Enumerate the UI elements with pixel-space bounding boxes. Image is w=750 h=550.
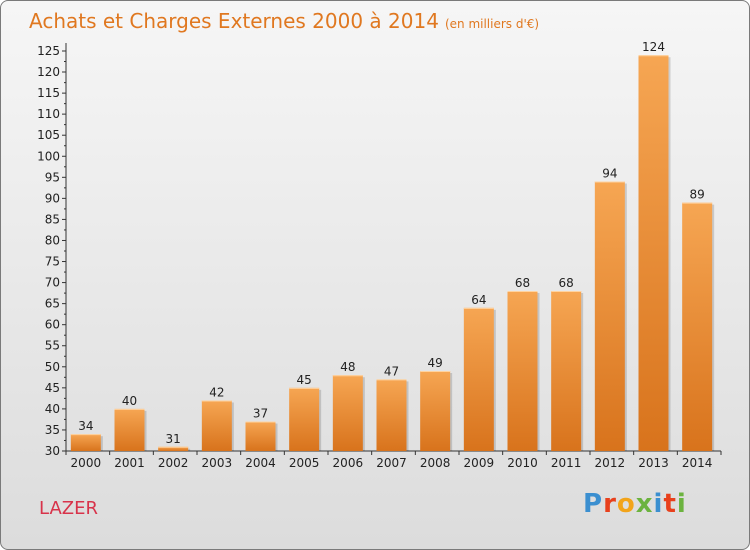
value-label-2003: 42: [209, 385, 224, 399]
value-label-2011: 68: [559, 276, 574, 290]
x-axis: 2000 2001 2002 2003 2004 2005 2006 2007 2008 2009…: [65, 450, 722, 470]
x-tick-label-2012: 2012: [595, 456, 626, 470]
value-label-2001: 40: [122, 394, 137, 408]
bar-2002: [158, 446, 189, 451]
y-tick-label: 125: [37, 44, 60, 58]
x-tick-label-2003: 2003: [202, 456, 233, 470]
y-tick-label: 105: [37, 128, 60, 142]
value-label-2010: 68: [515, 276, 530, 290]
value-label-2007: 47: [384, 364, 399, 378]
logo-letter: r: [603, 489, 617, 519]
value-label-2000: 34: [78, 419, 93, 433]
y-tick-label: 115: [37, 86, 60, 100]
bar-2006: [332, 375, 363, 451]
x-tick-label-2009: 2009: [464, 456, 495, 470]
y-tick-label: 80: [45, 233, 60, 247]
y-tick-label: 90: [45, 191, 60, 205]
value-label-2008: 49: [428, 356, 443, 370]
commune-name: LAZER: [39, 498, 98, 519]
bars: [70, 55, 715, 452]
bar-2011: [551, 291, 582, 451]
x-tick-label-2002: 2002: [158, 456, 189, 470]
value-label-2013: 124: [642, 40, 665, 54]
data-labels: 34 40 31 42 37 45 48 47 49 64 68 68 94 124 89: [78, 40, 705, 446]
bar-2003: [201, 400, 232, 451]
value-label-2012: 94: [602, 167, 617, 181]
bar-2009: [463, 307, 494, 451]
chart-title: Achats et Charges Externes 2000 à 2014 (e…: [29, 9, 539, 33]
x-tick-label-2013: 2013: [638, 456, 669, 470]
value-label-2014: 89: [690, 188, 705, 202]
chart-title-text: Achats et Charges Externes 2000 à 2014: [29, 9, 439, 33]
logo-letter: x: [635, 489, 654, 519]
y-tick-label: 55: [45, 339, 60, 353]
logo-letter: i: [653, 489, 664, 519]
x-tick-label-2005: 2005: [289, 456, 320, 470]
x-tick-label-2014: 2014: [682, 456, 713, 470]
x-tick-label-2011: 2011: [551, 456, 582, 470]
y-axis: 30 35 40 45 50 55 60 65 70 75 80 85 90 95 100 105 110 115…: [37, 43, 67, 458]
bar-2007: [376, 379, 407, 451]
value-label-2009: 64: [471, 293, 486, 307]
x-tick-label-2010: 2010: [507, 456, 538, 470]
bar-2005: [289, 387, 320, 451]
chart-subtitle: (en milliers d'€): [444, 17, 540, 31]
y-tick-label: 85: [45, 212, 60, 226]
bar-2000: [70, 434, 101, 451]
y-tick-label: 45: [45, 381, 60, 395]
logo-letter: t: [663, 489, 677, 519]
y-tick-label: 75: [45, 255, 60, 269]
y-tick-label: 70: [45, 276, 60, 290]
value-label-2004: 37: [253, 407, 268, 421]
x-tick-label-2001: 2001: [114, 456, 145, 470]
x-tick-label-2008: 2008: [420, 456, 451, 470]
y-tick-label: 35: [45, 423, 60, 437]
x-tick-label-2000: 2000: [71, 456, 102, 470]
y-tick-label: 100: [37, 149, 60, 163]
y-tick-label: 30: [45, 444, 60, 458]
y-tick-label: 65: [45, 297, 60, 311]
logo-letter: P: [583, 489, 604, 519]
logo-letter: o: [616, 489, 636, 519]
proxiti-logo: Proxiti: [583, 489, 687, 519]
y-tick-label: 120: [37, 65, 60, 79]
value-label-2005: 45: [297, 373, 312, 387]
y-tick-label: 60: [45, 318, 60, 332]
bar-2012: [594, 181, 625, 452]
bar-2008: [420, 371, 451, 451]
bar-2001: [114, 408, 145, 451]
y-tick-label: 50: [45, 360, 60, 374]
y-tick-label: 40: [45, 402, 60, 416]
bar-2004: [245, 421, 276, 451]
value-label-2006: 48: [340, 360, 355, 374]
logo-letter: i: [676, 489, 687, 519]
y-tick-label: 95: [45, 170, 60, 184]
x-tick-label-2006: 2006: [333, 456, 364, 470]
bar-2014: [682, 202, 713, 451]
value-label-2002: 31: [166, 432, 181, 446]
y-tick-label: 110: [37, 107, 60, 121]
bar-2010: [507, 291, 538, 451]
bar-2013: [638, 55, 669, 452]
x-tick-label-2007: 2007: [376, 456, 407, 470]
x-tick-label-2004: 2004: [245, 456, 276, 470]
